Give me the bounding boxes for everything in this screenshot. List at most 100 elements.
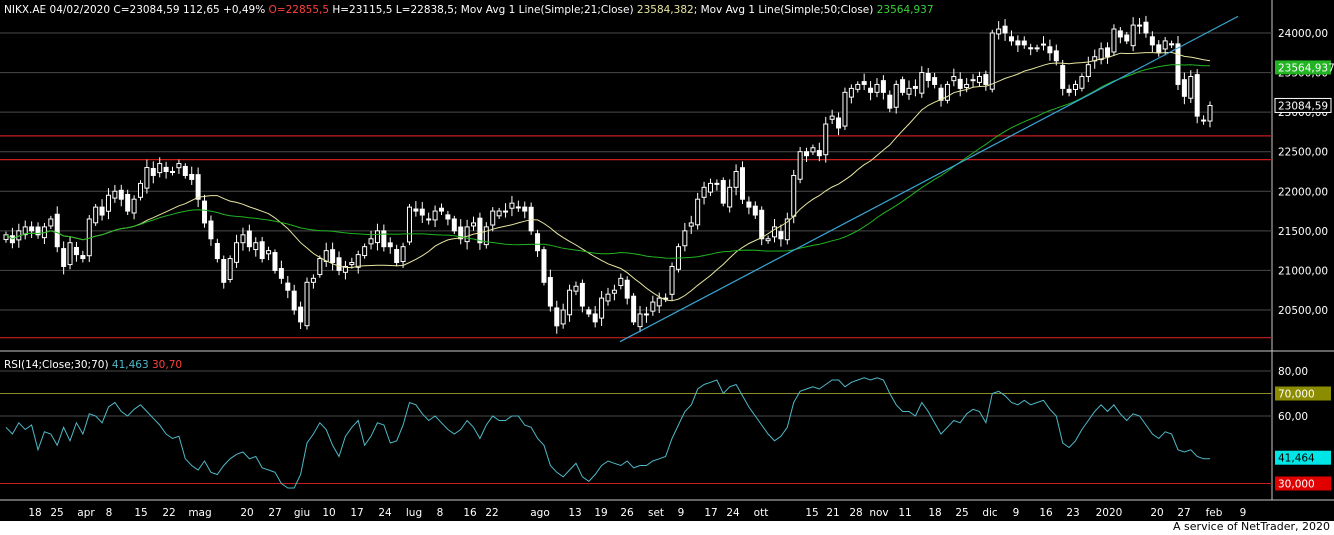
candle-body [868,87,874,93]
candle-body [1028,47,1034,50]
candle-body [48,218,54,227]
x-tick-label: 23 [1066,507,1079,519]
price-tick-label: 21000,00 [1278,265,1328,277]
candle-body [1034,47,1040,50]
candle-body [925,73,931,81]
x-tick-label: apr [77,507,95,519]
rsi-last-tag [1275,450,1331,465]
candle-body [855,83,861,90]
price-header: NIKX.AE 04/02/2020 C=23084,59 112,65 +0,… [4,4,934,16]
rsi-header: RSI(14;Close;30;70) 41,463 30,70 [4,359,182,371]
candle-body [67,242,73,266]
candle-body [772,226,778,238]
candle-body [932,77,938,85]
candle-body [861,81,867,85]
ma21-value: 23584,382 [636,4,694,16]
rsi-level-tag [1275,386,1331,401]
x-tick-label: 22 [485,507,498,519]
candle-body [528,206,534,232]
candle-body [253,242,259,251]
candle-body [1181,79,1187,97]
x-tick-label: 25 [50,507,63,519]
x-tick-label: 28 [849,507,862,519]
x-tick-label: 15 [134,507,147,519]
candle-body [759,209,765,240]
rsi-level-label: 70,000 [1278,389,1315,401]
candle-body [573,285,579,292]
candle-body [701,186,707,198]
x-tick-label: 9 [678,507,685,519]
candle-body [54,213,60,248]
candle-body [157,163,163,174]
x-tick-label: 17 [704,507,717,519]
candle-body [733,171,739,188]
candle-body [1207,104,1213,122]
candle-body [22,226,28,236]
candle-body [727,186,733,208]
candle-body [477,217,483,244]
candle-body [637,313,643,328]
candle-body [605,293,611,302]
candle-body [964,83,970,88]
candle-body [1066,88,1072,93]
candle-body [836,117,842,129]
candle-body [535,233,541,252]
candle-body [381,230,387,248]
x-tick-label: 24 [378,507,392,519]
candle-body [112,190,118,199]
x-tick-label: 8 [106,507,113,519]
candle-body [1047,46,1053,54]
candle-body [1105,47,1111,58]
candle-body [938,87,944,101]
candle-body [298,306,304,323]
candle-body [919,72,925,94]
candle-body [618,277,624,286]
candle-body [957,78,963,89]
candle-body [887,94,893,109]
x-tick-label: 9 [1240,507,1247,519]
candle-body [221,259,227,283]
candle-body [1169,43,1175,46]
candle-body [387,242,393,248]
candle-body [234,242,240,263]
rsi-line [5,377,1210,489]
candle-body [1149,36,1155,46]
candle-body [547,277,553,307]
candle-body [310,277,316,283]
candle-body [503,210,509,213]
candle-body [214,243,220,260]
candle-body [804,151,810,157]
last-close-tag [1274,97,1332,113]
x-tick-label: mag [188,507,211,519]
candle-body [150,167,156,176]
candle-body [669,265,675,295]
candle-body [118,189,124,200]
candle-body [451,218,457,232]
price-tick-label: 24000,00 [1278,28,1328,40]
candle-body [1085,64,1091,78]
x-tick-label: 27 [1177,507,1190,519]
candle-body [996,28,1002,35]
candle-body [592,313,598,323]
candle-body [406,206,412,243]
x-tick-label: 13 [568,507,581,519]
rsi-level: 30,70 [152,359,183,371]
candle-body [1098,48,1104,61]
candle-body [445,214,451,220]
price-tick-label: 21500,00 [1278,226,1328,238]
candle-body [419,208,425,216]
candle-body [829,115,835,120]
candle-body [989,32,995,90]
ma21-line [5,51,1211,302]
candle-body [509,202,515,209]
candle-body [105,194,111,212]
candle-body [567,289,573,316]
x-tick-label: 25 [955,507,968,519]
x-tick-label: 2020 [1096,507,1123,519]
candle-body [970,79,976,82]
candle-body [137,182,143,198]
candle-body [483,226,489,246]
x-tick-label: 26 [620,507,634,519]
x-tick-label: 19 [594,507,607,519]
candle-body [342,265,348,273]
